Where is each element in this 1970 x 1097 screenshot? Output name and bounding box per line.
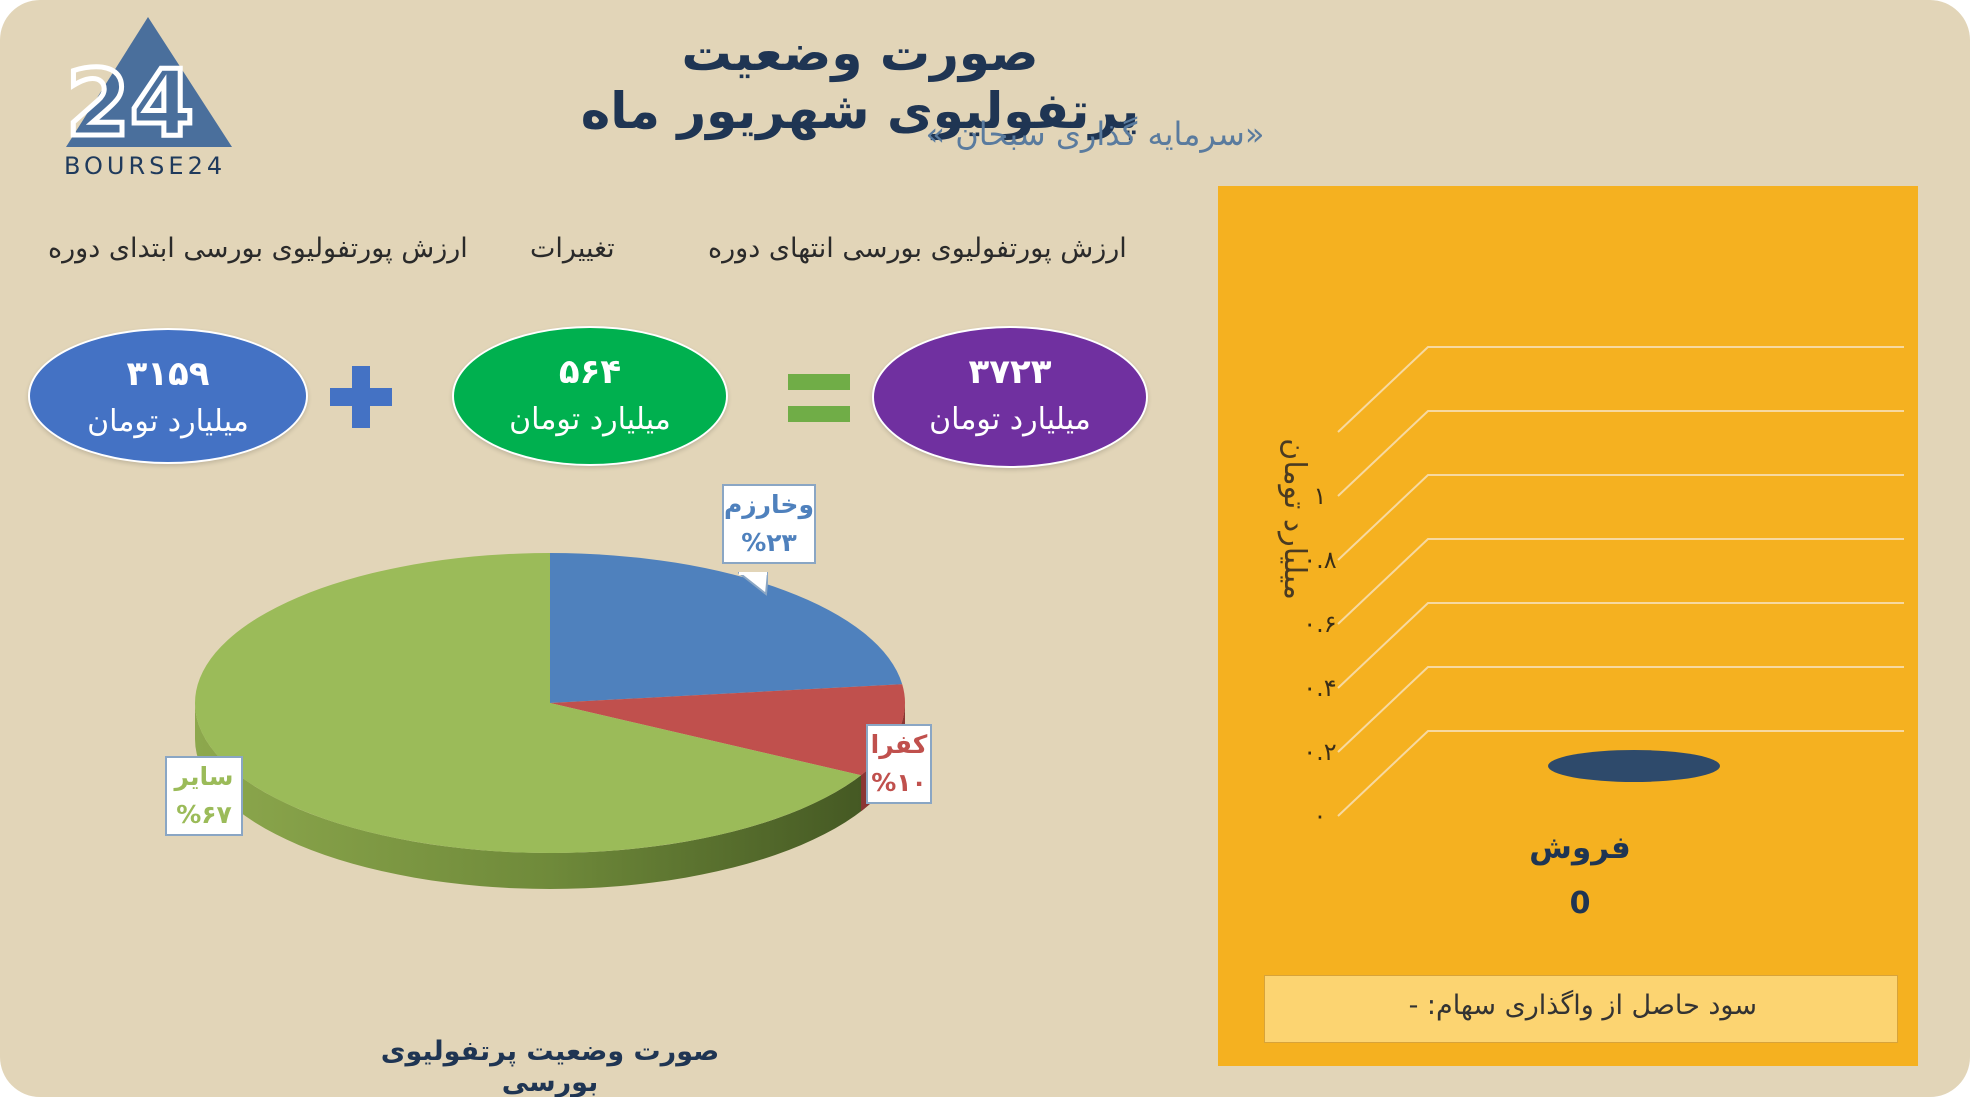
bar-gridline (1337, 666, 1904, 753)
pie-callout-kafra: کفرا %۱۰ (866, 724, 932, 804)
change-value-unit: میلیارد تومان (509, 402, 671, 437)
bar-gridline (1337, 602, 1904, 689)
pie-callout-kharazm: وخارزم %۲۳ (722, 484, 816, 564)
page-title: صورت وضعیت پرتفولیوی شهریور ماه (580, 24, 1140, 140)
bar-y-tick-label: ۰ (1314, 802, 1327, 830)
equals-icon (788, 374, 850, 422)
change-value-number: ۵۶۴ (558, 352, 622, 392)
start-value-unit: میلیارد تومان (87, 404, 249, 439)
bar-y-tick-label: ۰.۶ (1303, 610, 1336, 638)
pie-slice-2 (194, 553, 862, 853)
bar-gridline (1337, 538, 1904, 625)
bar-gridline (1337, 730, 1904, 817)
pie-label-name: کفرا (870, 730, 928, 759)
pie-side-wall (195, 703, 905, 889)
logo-text: BOURSE24 (64, 152, 227, 180)
end-value-oval: ۳۷۲۳ میلیارد تومان (872, 326, 1148, 468)
bar-gridline (1337, 346, 1904, 433)
pie-label-value: %۶۷ (176, 800, 232, 829)
logo-mark: 24 (66, 50, 194, 157)
pie-label-value: %۱۰ (871, 768, 927, 797)
pie-callout-other: سایر %۶۷ (165, 756, 243, 836)
bar-y-tick-label: ۱ (1314, 482, 1327, 510)
bar-value-label: 0 (1569, 886, 1591, 921)
profit-box: سود حاصل از واگذاری سهام: - (1264, 975, 1898, 1043)
bar-y-tick-label: ۰.۴ (1303, 674, 1336, 702)
label-end-value: ارزش پورتفولیوی بورسی انتهای دوره (708, 233, 1127, 264)
pie-slice-0 (550, 553, 903, 703)
label-change: تغییرات (530, 233, 615, 264)
pie-label-value: %۲۳ (741, 528, 797, 557)
bar-chart-y-axis-label: میلیارد تومان (1277, 438, 1312, 600)
bar-y-tick-label: ۰.۲ (1303, 738, 1336, 766)
bar-y-tick-label: ۰.۸ (1303, 546, 1337, 574)
start-value-oval: ۳۱۵۹ میلیارد تومان (28, 328, 308, 464)
logo-triangle (66, 17, 232, 147)
end-value-number: ۳۷۲۳ (968, 352, 1052, 392)
sales-bar-chart: ۰ ۰.۲ ۰.۴ ۰.۶ ۰.۸ ۱ (1303, 346, 1904, 830)
page-subtitle: «سرمایه گذاری سبحان » (925, 115, 1265, 153)
bar-category-label: فروش (1529, 830, 1631, 866)
end-value-unit: میلیارد تومان (929, 402, 1091, 437)
bar-gridline (1337, 474, 1904, 561)
profit-text: سود حاصل از واگذاری سهام: - (1408, 990, 1757, 1021)
plus-icon (330, 366, 392, 428)
callout-pointer (738, 572, 768, 596)
bar-sales (1548, 750, 1720, 782)
pie-label-name: سایر (174, 762, 234, 791)
sales-chart-panel: ۰ ۰.۲ ۰.۴ ۰.۶ ۰.۸ ۱ (1218, 186, 1918, 1066)
label-start-value: ارزش پورتفولیوی بورسی ابتدای دوره (48, 233, 468, 264)
bar-gridline (1337, 410, 1904, 497)
portfolio-pie-chart (194, 553, 905, 889)
bourse24-logo: 24 (63, 17, 232, 160)
start-value-number: ۳۱۵۹ (126, 354, 210, 394)
pie-label-name: وخارزم (723, 490, 814, 519)
pie-chart-title: صورت وضعیت پرتفولیوی بورسی (380, 1036, 720, 1097)
pie-slice-1 (550, 684, 905, 776)
change-value-oval: ۵۶۴ میلیارد تومان (452, 326, 728, 466)
